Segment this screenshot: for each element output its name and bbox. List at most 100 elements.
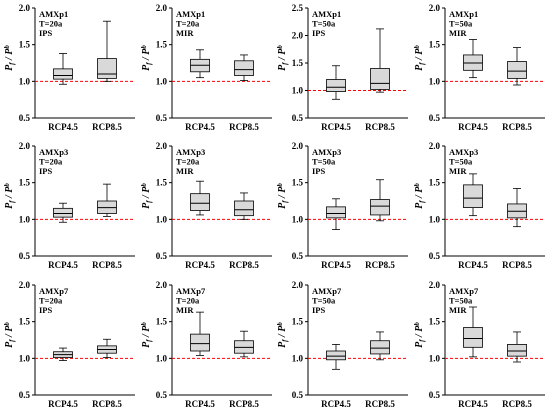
y-tick-label: 1.0 [19,214,31,224]
panel-annotation: MIR [449,305,467,315]
panel-annotation: T=50a [449,296,473,306]
y-tick-label: 2.0 [19,3,31,13]
box-rcp8-5 [234,200,254,217]
panel-annotation: T=50a [312,296,336,306]
y-tick-label: 1.0 [19,76,31,86]
panel-annotation: T=50a [449,157,473,167]
box-rcp4-5 [326,206,346,219]
panel-annotation: T=50a [312,19,336,29]
box-rcp8-5 [370,199,390,216]
y-tick-label: 1.5 [292,317,304,327]
panel-annotation: AMXp7 [176,286,206,296]
panel-annotation: T=50a [312,157,336,167]
category-label: RCP8.5 [502,399,532,409]
panel-annotation: AMXp7 [449,286,479,296]
panel-annotation: T=20a [39,296,63,306]
panel-annotation: MIR [176,28,194,38]
y-tick-label: 1.5 [429,40,441,50]
y-tick-label: 1.5 [19,40,31,50]
y-tick-label: 1.0 [19,353,31,363]
y-tick-label: 2.0 [292,31,304,41]
y-tick-label: 0.5 [292,251,304,261]
category-label: RCP4.5 [321,399,351,409]
y-tick-label: 0.5 [429,390,441,400]
y-tick-label: 0.5 [429,113,441,123]
panel-annotation: IPS [39,28,53,38]
y-tick-label: 1.5 [19,178,31,188]
category-label: RCP8.5 [229,399,259,409]
y-tick-label: 2.0 [429,280,441,290]
panel-annotation: AMXp7 [39,286,69,296]
y-tick-label: 1.0 [156,76,168,86]
category-label: RCP4.5 [48,122,78,132]
box-rcp8-5 [97,58,117,79]
y-tick-label: 0.5 [156,251,168,261]
panel-annotation: IPS [39,166,53,176]
box-rcp4-5 [190,193,210,211]
panel-annotation: AMXp1 [39,9,68,19]
panel-annotation: MIR [449,28,467,38]
panel-annotation: IPS [312,305,326,315]
y-tick-label: 2.0 [19,141,31,151]
y-axis-title: Pf / Pb [276,322,289,348]
y-axis-title: Pf / Pb [413,322,426,348]
category-label: RCP8.5 [365,122,395,132]
panel-annotation: T=20a [176,157,200,167]
y-tick-label: 1.5 [19,317,31,327]
panel-annotation: AMXp3 [449,147,478,157]
y-axis-title: Pf / Pb [140,322,153,348]
category-label: RCP8.5 [229,122,259,132]
panel-annotation: MIR [176,305,194,315]
panel-annotation: AMXp1 [176,9,205,19]
category-label: RCP4.5 [48,260,78,270]
panel-annotation: AMXp1 [312,9,341,19]
y-axis-title: Pf / Pb [413,45,426,71]
y-axis-title: Pf / Pb [276,45,289,71]
box-rcp4-5 [326,79,346,92]
y-tick-label: 2.0 [19,280,31,290]
y-tick-label: 1.5 [156,178,168,188]
category-label: RCP8.5 [92,260,122,270]
y-axis-title: Pf / Pb [140,45,153,71]
y-tick-label: 1.0 [156,214,168,224]
category-label: RCP4.5 [458,399,488,409]
y-tick-label: 0.5 [429,251,441,261]
y-tick-label: 1.5 [429,317,441,327]
y-axis-title: Pf / Pb [140,183,153,209]
y-axis-title: Pf / Pb [3,322,16,348]
y-tick-label: 1.0 [429,353,441,363]
y-tick-label: 2.0 [292,280,304,290]
box-rcp8-5 [234,60,254,76]
y-tick-label: 1.0 [429,214,441,224]
y-tick-label: 2.5 [292,3,304,13]
y-tick-label: 2.0 [292,141,304,151]
box-rcp4-5 [326,350,346,361]
y-tick-label: 2.0 [156,280,168,290]
category-label: RCP4.5 [185,399,215,409]
y-tick-label: 0.5 [292,390,304,400]
category-label: RCP8.5 [92,122,122,132]
y-tick-label: 1.5 [292,58,304,68]
y-tick-label: 0.5 [156,113,168,123]
panel-annotation: AMXp7 [312,286,342,296]
y-axis-title: Pf / Pb [3,45,16,71]
y-tick-label: 0.5 [19,390,31,400]
y-tick-label: 2.0 [156,3,168,13]
category-label: RCP8.5 [365,399,395,409]
panel-annotation: AMXp3 [312,147,341,157]
category-label: RCP8.5 [92,399,122,409]
y-tick-label: 2.0 [429,141,441,151]
category-label: RCP4.5 [321,122,351,132]
